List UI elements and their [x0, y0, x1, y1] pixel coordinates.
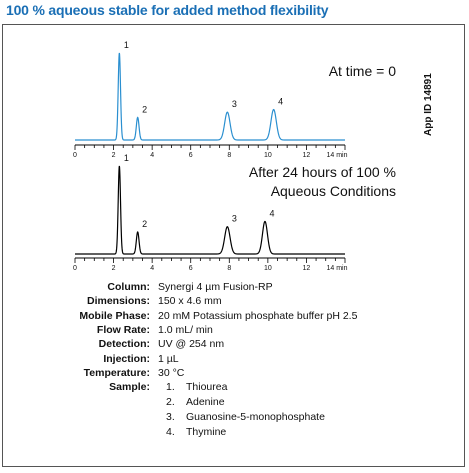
x-tick-label: 6	[189, 265, 193, 272]
peak-label: 1	[124, 153, 129, 163]
x-tick-label: 10	[264, 152, 272, 159]
sample-list-item: 3. Guanosine-5-monophosphate	[166, 411, 325, 424]
peak-label: 1	[124, 40, 129, 50]
chromatogram-trace	[75, 52, 345, 141]
page-title: 100 % aqueous stable for added method fl…	[6, 2, 329, 18]
sample-list-item: 2. Adenine	[166, 396, 225, 409]
peak-label: 3	[232, 214, 237, 224]
condition-value: Synergi 4 µm Fusion-RP	[158, 281, 273, 293]
condition-value: UV @ 254 nm	[158, 338, 225, 351]
figure-frame	[2, 24, 465, 467]
x-tick-label: 12	[303, 265, 311, 272]
condition-key: Injection:	[103, 352, 150, 365]
x-tick-label: 12	[303, 152, 311, 159]
condition-value: 20 mM Potassium phosphate buffer pH 2.5	[158, 309, 358, 322]
condition-key: Column:	[107, 281, 150, 293]
condition-key: Detection:	[98, 338, 150, 351]
x-tick-label: 0	[73, 265, 77, 272]
x-tick-label: 2	[112, 152, 116, 159]
peak-label: 4	[269, 208, 274, 218]
condition-value: 150 x 4.6 mm	[158, 295, 222, 308]
chromatogram-trace	[75, 165, 345, 255]
x-tick-label: 8	[227, 265, 231, 272]
x-tick-label: 4	[150, 265, 154, 272]
panel-annotation: Aqueous Conditions	[271, 183, 396, 199]
condition-value: 30 °C	[158, 366, 185, 379]
x-tick-label: 6	[189, 152, 193, 159]
panel-annotation: After 24 hours of 100 %	[249, 164, 396, 180]
app-id-label: App ID 14891	[423, 73, 434, 136]
peak-label: 2	[142, 219, 147, 229]
x-tick-label: 14 min	[326, 265, 347, 272]
sample-list-item: 4. Thymine	[166, 426, 227, 439]
condition-key: Dimensions:	[86, 295, 150, 308]
condition-value: 1.0 mL/ min	[158, 323, 213, 336]
panel-annotation: At time = 0	[329, 63, 397, 79]
peak-label: 2	[142, 104, 147, 114]
x-tick-label: 0	[73, 152, 77, 159]
peak-label: 3	[232, 99, 237, 109]
sample-list-item: 1. Thiourea	[166, 381, 228, 394]
x-tick-label: 8	[227, 152, 231, 159]
condition-key: Temperature:	[83, 366, 150, 379]
condition-key: Mobile Phase:	[79, 309, 150, 322]
x-tick-label: 4	[150, 152, 154, 159]
condition-key: Flow Rate:	[96, 323, 150, 336]
x-tick-label: 2	[112, 265, 116, 272]
x-tick-label: 10	[264, 265, 272, 272]
condition-value: 1 µL	[158, 352, 179, 365]
condition-key: Sample:	[109, 381, 150, 394]
x-tick-label: 14 min	[326, 152, 347, 159]
peak-label: 4	[278, 97, 283, 107]
